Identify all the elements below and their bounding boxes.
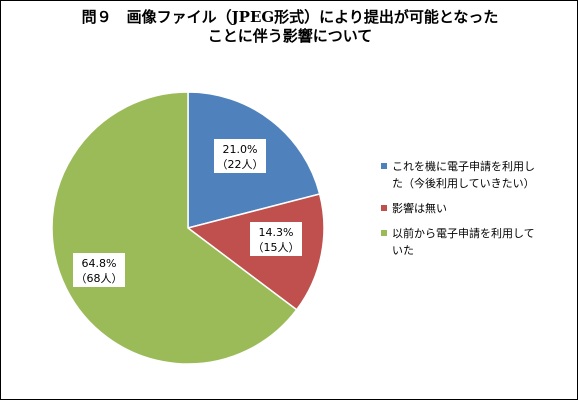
data-label-box-no-effect [250,222,302,256]
data-label-count-used-before: （68人） [76,272,123,285]
legend-swatch-used-from-now [381,163,387,169]
legend-label-used-from-now-line-1: これを機に電子申請を利用し [392,160,535,173]
legend-label-used-before-line-1: 以前から電子申請を利用して [392,227,535,240]
chart-title-line-1: 問９ 画像ファイル（JPEG形式）により提出が可能となった [81,8,499,26]
chart-title-line-2: ことに伴う影響について [207,27,373,45]
data-label-percent-no-effect: 14.3% [259,226,294,239]
legend-swatch-used-before [381,230,387,236]
data-label-count-used-from-now: （22人） [217,158,264,171]
legend-item-no-effect: 影響は無い [381,200,573,217]
pie-slice-used-before [51,91,298,365]
pie-data-labels: 21.0% （22人） 14.3% （15人） 64.8% （68人） [73,139,302,287]
data-label-percent-used-from-now: 21.0% [223,143,258,156]
legend: これを機に電子申請を利用し た（今後利用していきたい） 影響は無い 以前から電子… [381,158,573,267]
data-label-no-effect: 14.3% （15人） [250,222,302,256]
data-label-box-used-before [73,253,125,287]
data-label-used-from-now: 21.0% （22人） [214,139,266,173]
legend-item-used-before: 以前から電子申請を利用して いた [381,225,573,259]
legend-item-used-from-now: これを機に電子申請を利用し た（今後利用していきたい） [381,158,573,192]
chart-title: 問９ 画像ファイル（JPEG形式）により提出が可能となった ことに伴う影響につい… [40,8,540,46]
legend-swatch-no-effect [381,205,387,211]
legend-label-used-from-now-line-2: た（今後利用していきたい） [392,177,535,190]
data-label-used-before: 64.8% （68人） [73,253,125,287]
data-label-count-no-effect: （15人） [253,241,300,254]
data-label-box-used-from-now [214,139,266,173]
legend-label-no-effect: 影響は無い [392,202,447,215]
data-label-percent-used-before: 64.8% [82,257,117,270]
legend-label-used-before-line-2: いた [392,244,414,257]
